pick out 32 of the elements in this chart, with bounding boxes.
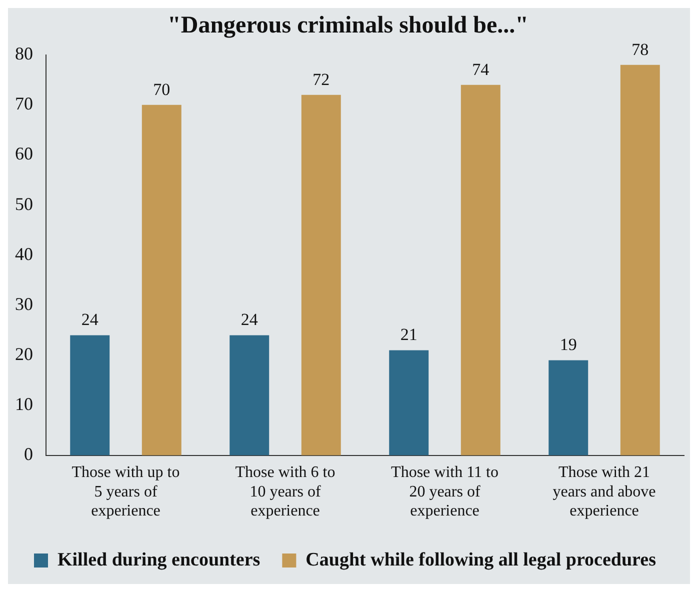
data-label: 21 <box>400 325 418 344</box>
bar <box>301 94 341 456</box>
bar <box>460 84 500 456</box>
data-label: 72 <box>312 70 330 89</box>
bar <box>620 64 660 456</box>
x-tick-label: Those with 21 years and above experience <box>552 464 656 520</box>
data-label: 19 <box>560 335 577 354</box>
data-label: 70 <box>153 80 170 99</box>
y-tick-label: 10 <box>15 394 33 414</box>
y-tick-label: 0 <box>24 444 33 464</box>
y-tick-label: 60 <box>15 144 33 164</box>
y-tick-label: 50 <box>15 194 33 214</box>
bar <box>230 335 270 456</box>
bar <box>548 360 588 456</box>
data-label: 78 <box>632 40 649 59</box>
legend-label: Killed during encounters <box>58 549 260 570</box>
data-label: 74 <box>472 60 490 79</box>
data-label: 24 <box>240 310 258 330</box>
bar <box>389 350 429 456</box>
y-tick-label: 40 <box>15 244 33 264</box>
x-tick-label: Those with up to 5 years of experience <box>72 464 180 520</box>
data-label: 24 <box>81 310 99 330</box>
bar <box>70 335 110 456</box>
x-tick-label: Those with 6 to 10 years of experience <box>235 464 336 520</box>
y-tick-label: 70 <box>15 94 33 114</box>
y-tick-label: 30 <box>15 294 33 314</box>
x-tick-label: Those with 11 to 20 years of experience <box>391 464 498 520</box>
y-tick-label: 80 <box>15 44 33 64</box>
chart-title: "Dangerous criminals should be..." <box>168 12 528 39</box>
bar <box>142 104 182 456</box>
y-tick-label: 20 <box>15 344 33 364</box>
legend-label: Caught while following all legal procedures <box>306 549 656 570</box>
